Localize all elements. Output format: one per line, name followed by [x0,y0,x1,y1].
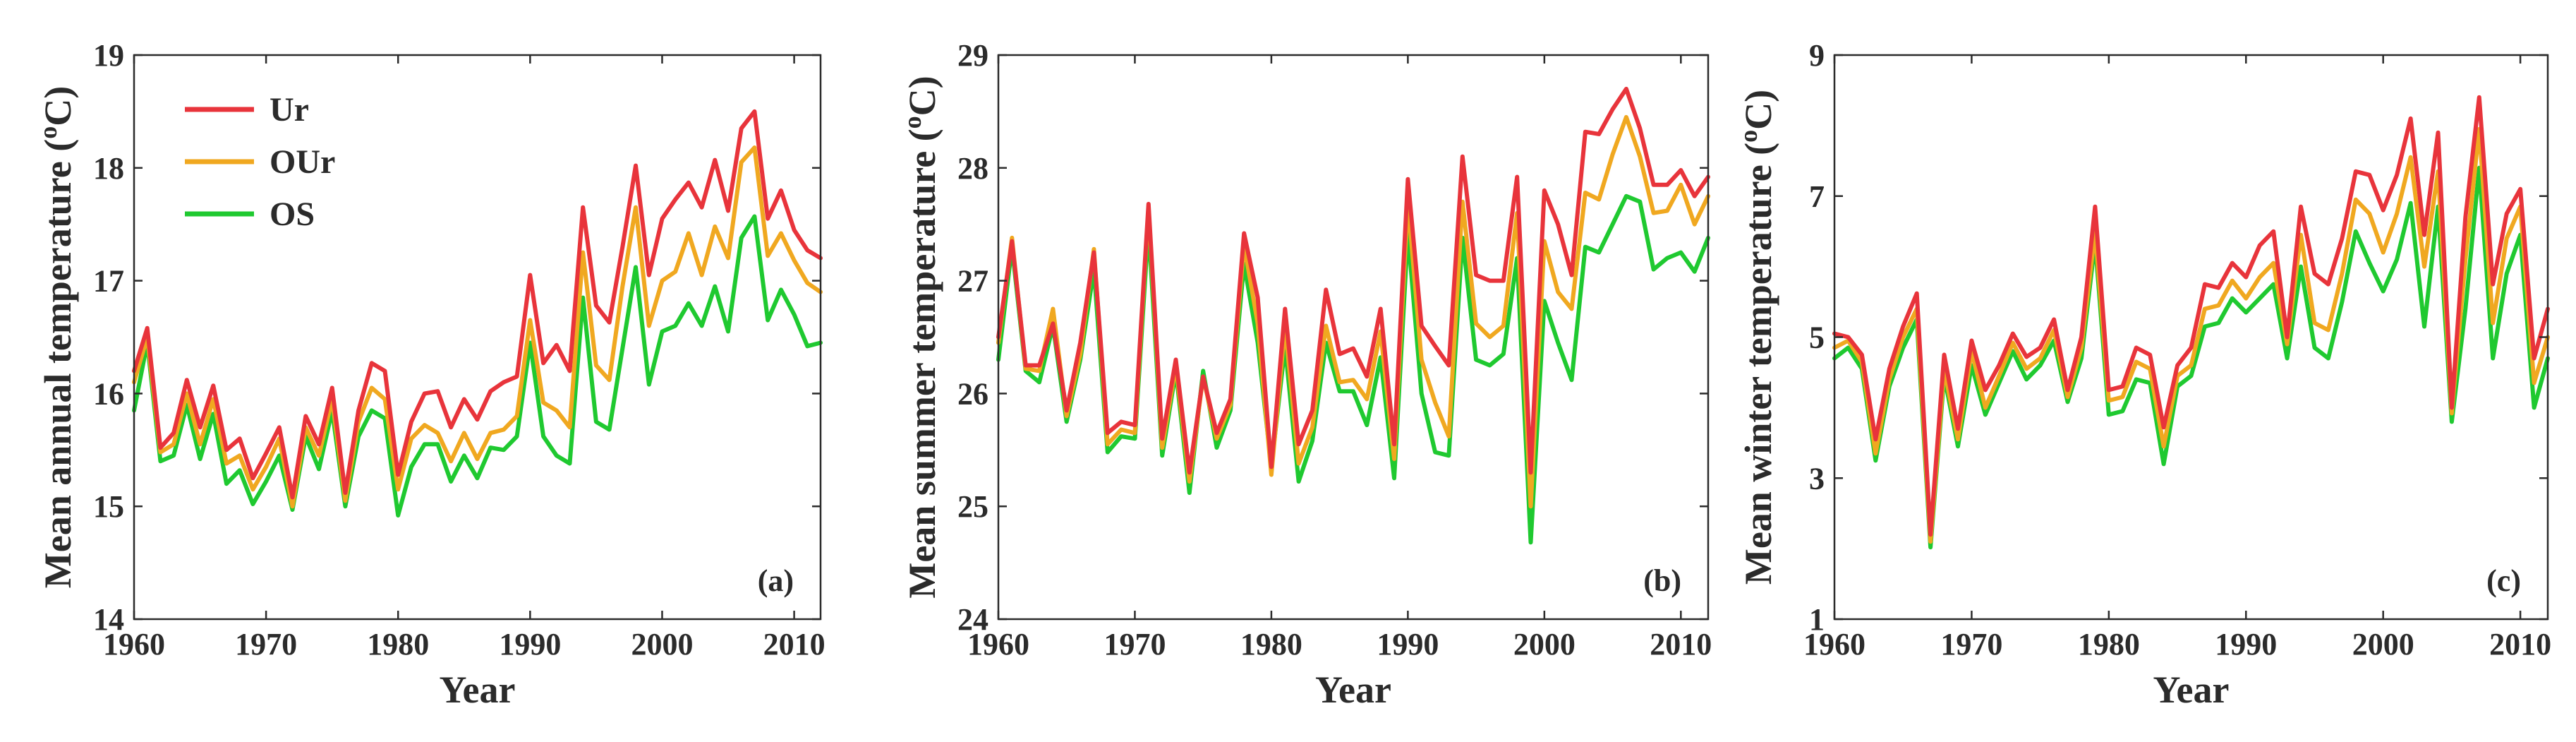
y-tick-label: 17 [93,264,124,299]
x-tick-label: 1970 [1103,627,1166,662]
y-tick-label: 3 [1809,461,1825,496]
y-axis-label-unit: C) [901,76,943,116]
y-tick-label: 14 [93,602,124,637]
plot-frame [997,54,1710,621]
y-tick-label: 16 [93,376,124,411]
y-axis-label: Mean summer temperature (oC) [898,76,943,598]
series-line-ur [996,86,1710,475]
series-line-ur [132,109,823,500]
panel-label: (a) [758,563,794,598]
plot-frame [133,54,822,621]
chart-panel-3: 1960 1970 1980 1990 2000 2010 1 3 5 7 9 Year Mean wi… [1734,38,2551,711]
legend-label-os: OS [270,196,315,233]
y-tick-label: 19 [93,38,124,73]
y-tick-label: 15 [93,489,124,524]
y-axis-label: Mean annual temperature (oC) [34,86,79,588]
y-axis-label-degree: o [898,116,926,128]
x-tick-label: 2010 [1650,627,1712,662]
y-axis-label: Mean winter temperature (oC) [1734,90,1779,585]
x-tick-label: 2010 [763,627,826,662]
y-tick-label: 26 [957,376,988,411]
panel-label: (b) [1643,563,1681,598]
legend-label-our: OUr [270,143,335,181]
y-tick-label: 18 [93,151,124,186]
y-axis-label-degree: o [1734,130,1762,143]
y-tick-label: 5 [1809,321,1825,355]
x-tick-label: 2010 [2489,627,2551,662]
x-axis-label: Year [1315,669,1391,711]
y-tick-label: 1 [1809,602,1825,637]
x-tick-label: 2000 [2352,627,2414,662]
x-axis-label: Year [440,669,516,711]
panel-label: (c) [2486,563,2521,598]
x-tick-label: 1990 [499,627,561,662]
y-tick-label: 29 [957,38,988,73]
x-tick-label: 1970 [235,627,297,662]
x-tick-label: 1980 [2078,627,2140,662]
x-tick-label: 2000 [1513,627,1576,662]
x-tick-label: 1990 [2215,627,2277,662]
y-tick-label: 27 [957,264,988,299]
y-tick-label: 24 [957,602,988,637]
y-axis-label-degree: o [34,126,62,139]
x-tick-label: 1960 [967,627,1029,662]
series-line-os [132,214,823,517]
x-tick-label: 1960 [1803,627,1866,662]
x-tick-label: 1990 [1377,627,1439,662]
x-tick-label: 1980 [367,627,429,662]
y-axis-label-main: Mean winter temperature ( [1737,143,1779,585]
legend-label-ur: Ur [270,91,309,128]
series-line-our [996,114,1710,509]
y-tick-label: 28 [957,151,988,186]
y-axis-label-unit: C) [37,86,79,126]
series-line-ur [1832,95,2550,537]
y-axis-label-unit: C) [1737,90,1779,130]
series-line-our [132,145,823,509]
y-tick-label: 25 [957,489,988,524]
y-axis-label-main: Mean annual temperature ( [37,139,79,588]
chart-panel-2: 1960 1970 1980 1990 2000 2010 24 25 26 27 28 29 Year… [898,38,1712,711]
x-tick-label: 1980 [1240,627,1302,662]
x-tick-label: 1960 [103,627,165,662]
x-axis-label: Year [2153,669,2230,711]
x-tick-label: 2000 [631,627,693,662]
series-line-os [996,193,1710,545]
x-tick-label: 1970 [1940,627,2002,662]
series-line-our [1832,126,2550,544]
y-tick-label: 9 [1809,38,1825,73]
y-axis-label-main: Mean summer temperature ( [901,128,943,598]
chart-panel-1: 1960 1970 1980 1990 2000 2010 14 15 16 17 18 19 Year… [34,38,826,711]
plot-frame [1833,54,2549,621]
y-tick-label: 7 [1809,179,1825,214]
